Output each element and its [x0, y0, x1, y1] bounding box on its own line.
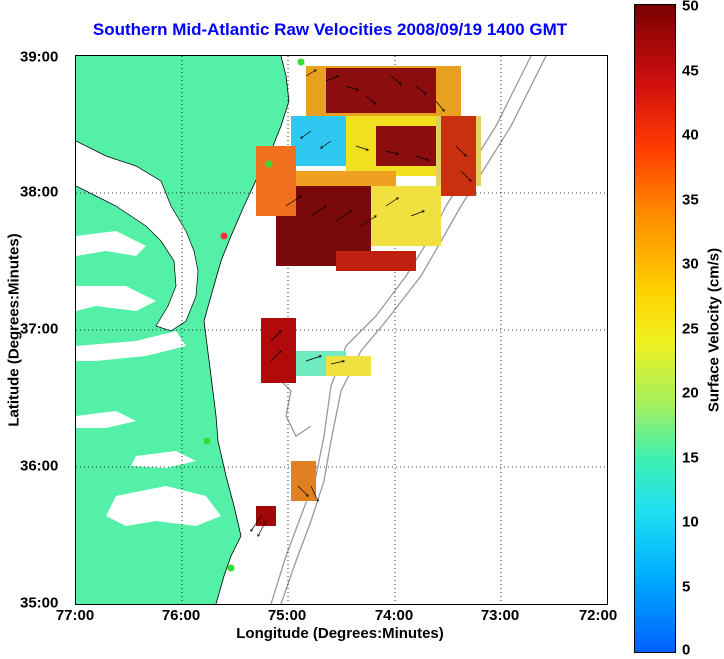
x-tick-label: 77:00	[55, 607, 95, 624]
radar-stations	[203, 58, 305, 572]
station-marker	[203, 437, 211, 445]
colorbar-tick: 45	[682, 62, 699, 80]
colorbar-tick: 10	[682, 513, 699, 531]
colorbar-tick: 5	[682, 578, 691, 596]
y-tick-label: 35:00	[20, 594, 59, 612]
station-marker	[265, 160, 273, 168]
station-marker	[220, 232, 228, 240]
colorbar	[634, 4, 676, 653]
colorbar-title: Surface Velocity (cm/s)	[705, 247, 723, 413]
y-tick-label: 38:00	[20, 183, 59, 201]
y-tick-label: 36:00	[20, 457, 59, 475]
colorbar-tick: 0	[682, 641, 691, 659]
chesapeake-bay	[76, 141, 198, 331]
colorbar-tick: 35	[682, 191, 699, 209]
y-tick-label: 39:00	[20, 48, 59, 66]
colorbar-tick: 40	[682, 126, 699, 144]
colorbar-tick: 15	[682, 449, 699, 467]
velocity-field	[256, 66, 481, 526]
x-tick-label: 76:00	[161, 607, 201, 624]
y-axis-title: Latitude (Degrees:Minutes)	[5, 233, 23, 427]
colorbar-tick: 20	[682, 384, 699, 402]
map-title: Southern Mid-Atlantic Raw Velocities 200…	[92, 20, 568, 39]
x-tick-label: 73:00	[480, 607, 520, 624]
x-axis-title: Longitude (Degrees:Minutes)	[236, 625, 444, 642]
colorbar-tick: 25	[682, 320, 699, 338]
x-tick-label: 72:00	[578, 607, 618, 624]
colorbar-tick: 50	[682, 0, 699, 15]
station-marker	[227, 564, 235, 572]
x-tick-label: 75:00	[267, 607, 307, 624]
colorbar-tick: 30	[682, 255, 699, 273]
y-tick-label: 37:00	[20, 320, 59, 338]
station-marker	[297, 58, 305, 66]
velocity-map	[75, 55, 608, 605]
x-tick-label: 74:00	[374, 607, 414, 624]
